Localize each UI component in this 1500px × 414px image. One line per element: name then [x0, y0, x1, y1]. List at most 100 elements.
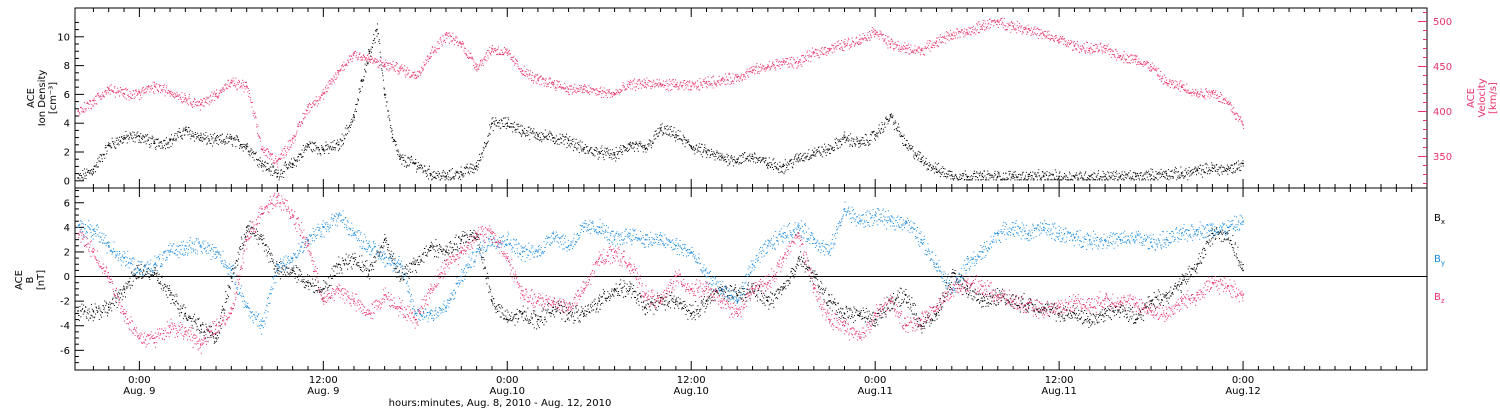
density-point — [706, 151, 707, 152]
density-sample — [1240, 163, 1241, 164]
density-sample — [1172, 170, 1173, 171]
density-sample — [578, 142, 579, 143]
density-sample — [810, 158, 811, 159]
density-sample — [875, 136, 876, 137]
velocity-sample — [173, 94, 174, 95]
velocity-sample — [888, 36, 889, 37]
velocity-sample — [619, 93, 620, 94]
density-sample — [489, 133, 490, 134]
velocity-sample — [856, 38, 857, 39]
density-sample — [1201, 174, 1202, 175]
velocity-sample — [734, 79, 735, 80]
velocity-sample — [618, 92, 619, 93]
velocity-sample — [279, 158, 280, 159]
velocity-sample — [845, 39, 846, 40]
velocity-sample — [629, 82, 630, 83]
density-sample — [350, 127, 351, 128]
density-sample — [332, 147, 333, 148]
density-sample — [755, 154, 756, 155]
density-sample — [732, 161, 733, 162]
density-sample — [1242, 163, 1243, 164]
velocity-sample — [469, 57, 470, 58]
velocity-sample — [591, 89, 592, 90]
velocity-sample — [256, 124, 257, 125]
velocity-sample — [539, 84, 540, 85]
velocity-sample — [897, 44, 898, 45]
density-sample — [664, 126, 665, 127]
density-sample — [265, 161, 266, 162]
density-sample — [989, 175, 990, 176]
density-sample — [949, 171, 950, 172]
density-sample — [798, 155, 799, 156]
velocity-sample — [845, 46, 846, 47]
velocity-sample — [887, 48, 888, 49]
density-sample — [285, 165, 286, 166]
density-sample — [1215, 171, 1216, 172]
velocity-sample — [163, 85, 164, 86]
density-sample — [874, 138, 875, 139]
density-sample — [947, 174, 948, 175]
density-sample — [724, 159, 725, 160]
density-sample — [891, 113, 892, 114]
density-sample — [231, 136, 232, 137]
density-sample — [975, 176, 976, 177]
density-sample — [702, 156, 703, 157]
density-sample — [981, 175, 982, 176]
density-sample — [693, 147, 694, 148]
density-sample — [658, 136, 659, 137]
density-sample — [526, 135, 527, 136]
density-sample — [1218, 169, 1219, 170]
velocity-sample — [715, 82, 716, 83]
density-sample — [461, 166, 462, 167]
velocity-sample — [668, 86, 669, 87]
density-sample — [836, 138, 837, 139]
velocity-sample — [875, 33, 876, 34]
density-sample — [455, 175, 456, 176]
velocity-sample — [130, 93, 131, 94]
density-sample — [729, 163, 730, 164]
density-sample — [355, 104, 356, 105]
density-sample — [980, 171, 981, 172]
velocity-sample — [528, 70, 529, 71]
density-sample — [1013, 174, 1014, 175]
velocity-sample — [86, 103, 87, 104]
density-sample — [1151, 178, 1152, 179]
density-sample — [844, 134, 845, 135]
velocity-sample — [936, 43, 937, 44]
density-sample — [802, 160, 803, 161]
density-sample — [569, 144, 570, 145]
velocity-sample — [647, 82, 648, 83]
density-sample — [109, 145, 110, 146]
velocity-sample — [668, 90, 669, 91]
density-sample — [512, 127, 513, 128]
density-sample — [766, 158, 767, 159]
density-sample — [468, 168, 469, 169]
velocity-sample — [616, 89, 617, 90]
density-sample — [415, 163, 416, 164]
density-sample — [974, 171, 975, 172]
density-sample — [670, 129, 671, 130]
velocity-sample — [133, 90, 134, 91]
density-sample — [308, 146, 309, 147]
velocity-sample — [924, 55, 925, 56]
velocity-sample — [723, 78, 724, 79]
density-sample — [675, 137, 676, 138]
density-sample — [182, 135, 183, 136]
velocity-sample — [895, 42, 896, 43]
velocity-sample — [691, 86, 692, 87]
density-sample — [625, 149, 626, 150]
density-sample — [515, 129, 516, 130]
density-sample — [325, 145, 326, 146]
density-sample — [330, 146, 331, 147]
density-sample — [173, 139, 174, 140]
density-sample — [566, 134, 567, 135]
density-sample — [289, 165, 290, 166]
velocity-sample — [552, 81, 553, 82]
density-sample — [763, 157, 764, 158]
density-sample — [399, 156, 400, 157]
velocity-sample — [617, 90, 618, 91]
density-sample — [644, 147, 645, 148]
density-sample — [1084, 179, 1085, 180]
density-sample — [775, 166, 776, 167]
density-sample — [185, 129, 186, 130]
